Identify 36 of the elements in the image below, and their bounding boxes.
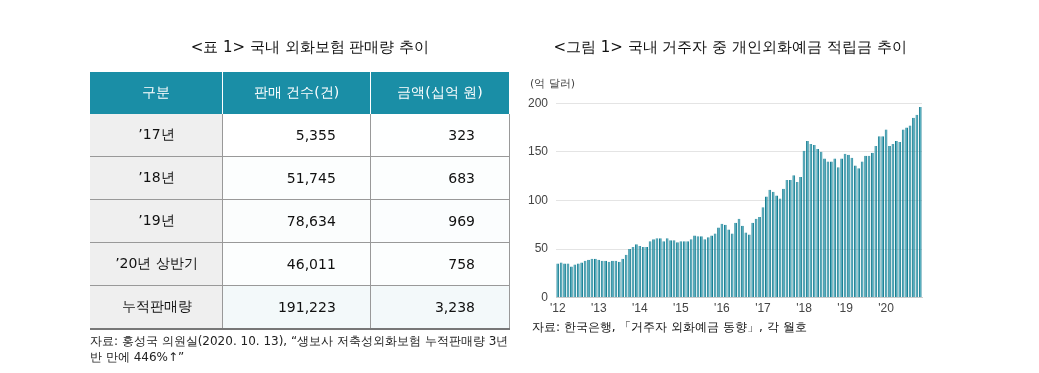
- data-label: 3,238: [370, 285, 510, 329]
- x-tick-label: '15: [673, 301, 690, 316]
- y-tick-label: ’17년: [90, 114, 223, 157]
- text: 자료: 한국은행, 「거주자 외화예금 동향」, 각 월호: [532, 319, 807, 336]
- data-label: 683: [370, 156, 510, 200]
- x-tick-label: 금액(십억 원): [370, 72, 510, 114]
- annotation: 자료: 홍성국 의원실(2020. 10. 13), “생보사 저축성외화보험 누적판매량 3년 반 만에 446%↑”: [90, 333, 510, 365]
- y-tick-label: 50: [534, 241, 549, 256]
- y-axis-title: (억 달러): [530, 76, 576, 91]
- data-label: 78,634: [222, 199, 371, 243]
- x-tick-label: '17: [755, 301, 772, 316]
- data-label: 51,745: [222, 156, 371, 200]
- y-axis-title: 구분: [90, 72, 223, 114]
- x-tick-label: 판매 건수(건): [222, 72, 371, 114]
- x-tick-label: '12: [549, 301, 566, 316]
- x-tick-label: '13: [590, 301, 607, 316]
- y-tick-label: ’20년 상반기: [90, 242, 223, 286]
- chart-title: <표 1> 국내 외화보험 판매량 추이: [189, 38, 431, 58]
- y-tick-label: 150: [527, 144, 549, 159]
- data-label: 323: [370, 114, 510, 157]
- y-tick-label: ’19년: [90, 199, 223, 243]
- y-tick-label: 200: [527, 95, 549, 110]
- x-tick-label: '20: [878, 301, 895, 316]
- y-tick-label: 0: [541, 289, 549, 304]
- x-tick-label: '19: [837, 301, 854, 316]
- y-tick-label: 100: [527, 192, 549, 207]
- data-label: 191,223: [222, 285, 371, 329]
- data-label: 758: [370, 242, 510, 286]
- y-tick-label: ’18년: [90, 156, 223, 200]
- x-tick-label: '14: [632, 301, 648, 316]
- chart-title: <그림 1> 국내 거주자 중 개인외화예금 적립금 추이: [552, 38, 908, 58]
- x-tick-label: '16: [714, 301, 731, 316]
- data-label: 46,011: [222, 242, 371, 286]
- x-tick-label: '18: [796, 301, 813, 316]
- data-label: 969: [370, 199, 510, 243]
- data-label: 5,355: [222, 114, 371, 157]
